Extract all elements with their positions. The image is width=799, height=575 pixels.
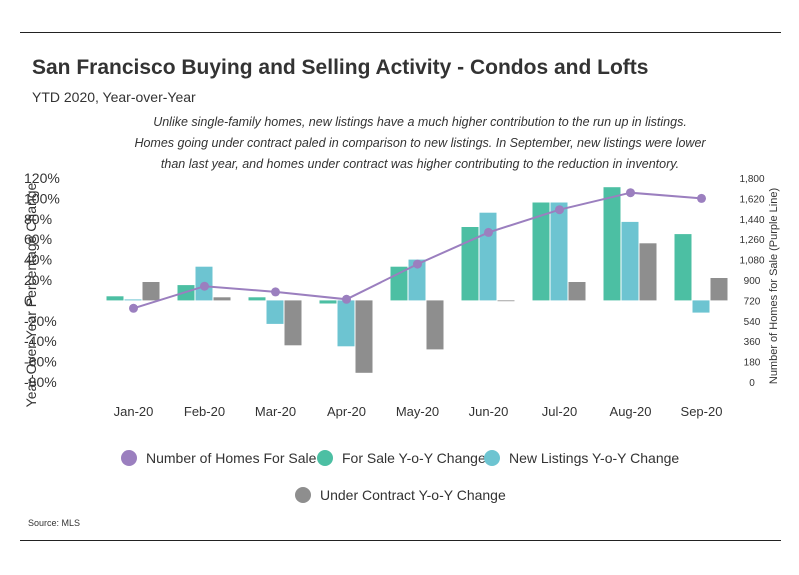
y-tick-label: 80% xyxy=(24,211,52,227)
for-sale-bar xyxy=(390,266,408,301)
x-tick-label: Jun-20 xyxy=(469,404,509,419)
new-listings-bar xyxy=(408,259,426,301)
y2-tick-label: 360 xyxy=(744,337,761,348)
y2-tick-label: 0 xyxy=(749,378,755,389)
y2-tick-label: 1,440 xyxy=(739,215,764,226)
homes-for-sale-point xyxy=(626,188,635,198)
x-tick-label: Sep-20 xyxy=(681,404,723,419)
y2-tick-group: 1,800 1,620 1,440 1,260 1,080 900 720 540 360 180… xyxy=(739,174,764,389)
under-contract-bar xyxy=(710,278,728,301)
under-contract-bar xyxy=(497,300,515,302)
chart-title: San Francisco Buying and Selling Activit… xyxy=(32,56,649,79)
under-contract-bar xyxy=(142,282,160,301)
y-tick-label: -60% xyxy=(24,354,57,370)
y-tick-label: 40% xyxy=(24,252,52,268)
x-tick-label: Jan-20 xyxy=(114,404,154,419)
legend: Number of Homes For Sale For Sale Y-o-Y C… xyxy=(121,450,679,503)
under-contract-bar xyxy=(213,297,231,301)
under-contract-bar xyxy=(355,300,373,373)
y2-tick-label: 900 xyxy=(744,276,761,287)
y-tick-label: 20% xyxy=(24,272,52,288)
top-rule xyxy=(20,32,781,33)
under-contract-bar xyxy=(639,243,657,301)
y-tick-label: -40% xyxy=(24,333,57,349)
homes-for-sale-point xyxy=(129,303,138,313)
for-sale-bar xyxy=(674,234,692,301)
line-group xyxy=(129,188,706,313)
source-note: Source: MLS xyxy=(28,518,81,528)
y2-tick-label: 1,080 xyxy=(739,256,764,267)
for-sale-bar xyxy=(461,227,479,301)
y-tick-label: 120% xyxy=(24,170,60,186)
legend-swatch xyxy=(484,450,500,466)
x-tick-label: Feb-20 xyxy=(184,404,225,419)
x-tick-label: May-20 xyxy=(396,404,439,419)
new-listings-bar xyxy=(479,212,497,301)
chart-annotation: Unlike single-family homes, new listings… xyxy=(100,112,740,175)
legend-label: Number of Homes For Sale xyxy=(146,450,317,466)
y2-tick-label: 1,260 xyxy=(739,235,764,246)
homes-for-sale-point xyxy=(342,294,351,304)
x-tick-label: Apr-20 xyxy=(327,404,366,419)
y-tick-label: 60% xyxy=(24,231,52,247)
annotation-line-3: than last year, and homes under contract… xyxy=(160,157,680,171)
under-contract-bar xyxy=(284,300,302,346)
y-tick-label: -80% xyxy=(24,374,57,390)
x-tick-group: Jan-20 Feb-20 Mar-20 Apr-20 May-20 Jun-20 Jul-… xyxy=(114,404,723,419)
x-tick-label: Jul-20 xyxy=(542,404,577,419)
homes-for-sale-point xyxy=(697,193,706,203)
y2-tick-label: 1,620 xyxy=(739,194,764,205)
for-sale-bar xyxy=(603,187,621,301)
homes-for-sale-point xyxy=(484,227,493,237)
y2-tick-label: 540 xyxy=(744,317,761,328)
chart-subtitle: YTD 2020, Year-over-Year xyxy=(32,89,196,105)
y2-tick-label: 1,800 xyxy=(739,174,764,185)
under-contract-bar xyxy=(568,282,586,301)
new-listings-bar xyxy=(266,300,284,324)
for-sale-bar xyxy=(248,297,266,301)
bar-group xyxy=(106,187,728,373)
for-sale-bar xyxy=(319,300,337,304)
annotation-line-1: Unlike single-family homes, new listings… xyxy=(153,115,687,129)
y-tick-label: 0 xyxy=(24,292,32,308)
new-listings-bar xyxy=(692,300,710,313)
homes-for-sale-point xyxy=(555,205,564,215)
y2-axis-label: Number of Homes for Sale (Purple Line) xyxy=(768,188,780,384)
y2-tick-label: 720 xyxy=(744,296,761,307)
annotation-line-2: Homes going under contract paled in comp… xyxy=(134,136,706,150)
new-listings-bar xyxy=(124,299,142,301)
y-tick-label: 100% xyxy=(24,190,60,206)
for-sale-bar xyxy=(532,202,550,301)
legend-label: New Listings Y-o-Y Change xyxy=(509,450,679,466)
homes-for-sale-point xyxy=(271,287,280,297)
legend-label: Under Contract Y-o-Y Change xyxy=(320,487,506,503)
homes-for-sale-point xyxy=(200,281,209,291)
homes-for-sale-point xyxy=(413,259,422,269)
for-sale-bar xyxy=(106,296,124,301)
legend-label: For Sale Y-o-Y Change xyxy=(342,450,486,466)
under-contract-bar xyxy=(426,300,444,350)
new-listings-bar xyxy=(550,202,568,301)
new-listings-bar xyxy=(621,221,639,301)
y-tick-label: -20% xyxy=(24,313,57,329)
legend-swatch xyxy=(295,487,311,503)
legend-swatch xyxy=(121,450,137,466)
y2-tick-label: 180 xyxy=(744,358,761,369)
new-listings-bar xyxy=(337,300,355,347)
bottom-rule xyxy=(20,540,781,541)
x-tick-label: Mar-20 xyxy=(255,404,296,419)
x-tick-label: Aug-20 xyxy=(610,404,652,419)
y-axis-label: Year-Over-Year Percentage Change xyxy=(23,182,39,407)
y-tick-group: 120% 100% 80% 60% 40% 20% 0 -20% -40% -60% -80% xyxy=(24,170,60,390)
legend-swatch xyxy=(317,450,333,466)
